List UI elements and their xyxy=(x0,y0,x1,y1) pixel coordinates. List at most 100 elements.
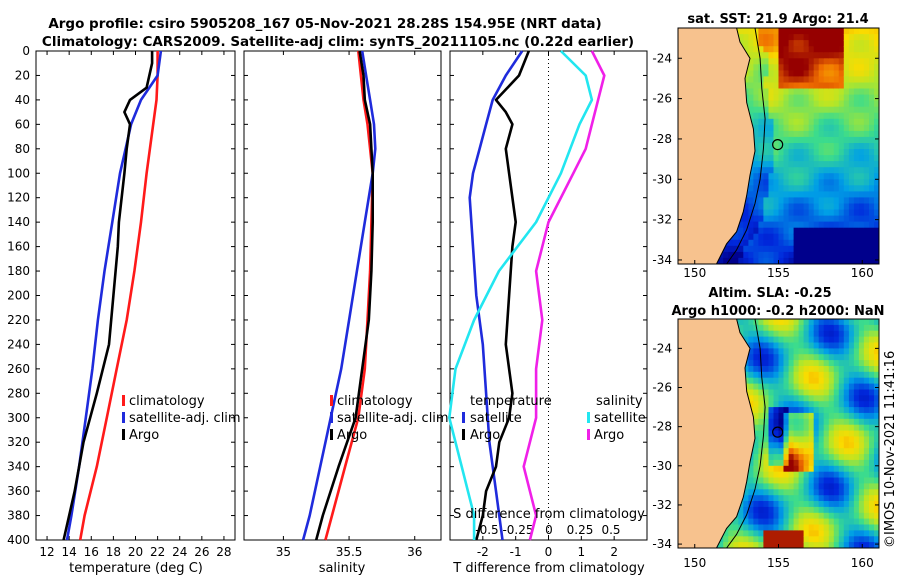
map-cell xyxy=(869,536,875,543)
series-s-satellite xyxy=(447,50,594,540)
map-cell xyxy=(828,118,835,126)
map-cell xyxy=(773,112,780,120)
map-cell xyxy=(838,506,845,514)
map-cell xyxy=(843,100,850,108)
map-cell xyxy=(853,173,860,180)
map-cell xyxy=(833,436,840,443)
map-cell xyxy=(773,471,780,479)
depth-tick-label: 280 xyxy=(7,386,30,400)
legend-label-t-argo: Argo xyxy=(470,428,500,443)
map-cell xyxy=(858,342,865,349)
map-cell xyxy=(828,179,835,186)
map-cell xyxy=(808,94,815,102)
map-cell xyxy=(813,185,820,192)
map-cell xyxy=(869,118,875,126)
map-cell xyxy=(874,371,879,379)
map-cell xyxy=(828,348,835,355)
map-cell xyxy=(773,360,780,367)
map-cell xyxy=(833,94,840,102)
map-cell xyxy=(803,319,810,326)
map-cell xyxy=(838,489,845,496)
map-cell xyxy=(858,330,865,338)
depth-tick-label: 380 xyxy=(7,509,30,523)
map-cell xyxy=(853,389,860,396)
map-cell xyxy=(813,46,820,53)
temperature-xlabel: temperature (deg C) xyxy=(69,561,203,576)
map-cell xyxy=(773,412,780,420)
map-cell xyxy=(843,28,850,35)
map-cell xyxy=(843,348,850,355)
map-cell xyxy=(778,512,785,520)
map-cell xyxy=(763,197,769,205)
map-cell xyxy=(869,167,875,174)
map-cell xyxy=(848,64,855,71)
map-cell xyxy=(748,495,754,502)
map-cell xyxy=(858,518,865,526)
map-cell xyxy=(798,395,805,402)
map-cell xyxy=(808,389,815,396)
map-cell xyxy=(869,424,875,432)
map-cell xyxy=(813,512,820,520)
map-cell xyxy=(843,94,850,102)
map-cell xyxy=(858,483,865,490)
map-cell xyxy=(823,82,830,90)
map-cell xyxy=(833,336,840,344)
map-cell xyxy=(753,245,759,253)
map-cell xyxy=(808,336,815,344)
map-cell xyxy=(748,203,754,211)
map-cell xyxy=(783,251,790,259)
map-cell xyxy=(763,454,769,461)
map-cell xyxy=(808,40,815,47)
map-cell xyxy=(763,167,769,174)
map-cell xyxy=(753,124,759,132)
map-cell xyxy=(833,524,840,531)
map-cell xyxy=(788,424,795,432)
map-cell xyxy=(818,459,825,467)
map-cell xyxy=(848,483,855,490)
map-cell xyxy=(758,489,764,496)
map-y-tick-label: -24 xyxy=(652,51,672,65)
map-cell xyxy=(733,530,739,537)
map-cell xyxy=(858,239,865,247)
map-cell xyxy=(783,366,790,373)
map-cell xyxy=(813,215,820,223)
map-cell xyxy=(763,34,769,41)
map-cell xyxy=(833,454,840,461)
map-cell xyxy=(823,324,830,332)
map-cell xyxy=(874,395,879,402)
map-cell xyxy=(823,348,830,355)
map-cell xyxy=(853,155,860,162)
map-cell xyxy=(793,239,800,247)
map-cell xyxy=(838,471,845,479)
map-cell xyxy=(869,130,875,138)
map-cell xyxy=(813,401,820,408)
map-cell xyxy=(803,191,810,199)
map-cell xyxy=(828,106,835,114)
map-cell xyxy=(828,371,835,379)
map-cell xyxy=(783,34,790,41)
map-cell xyxy=(818,524,825,531)
map-cell xyxy=(813,495,820,502)
map-cell xyxy=(833,512,840,520)
map-y-tick-label: -30 xyxy=(652,459,672,473)
map-cell xyxy=(753,76,759,84)
map-cell xyxy=(833,424,840,432)
depth-tick-label: 140 xyxy=(7,215,30,229)
map-cell xyxy=(853,245,860,253)
map-cell xyxy=(838,149,845,156)
map-cell xyxy=(833,542,840,548)
map-cell xyxy=(858,324,865,332)
map-cell xyxy=(773,209,780,217)
map-cell xyxy=(803,371,810,379)
map-cell xyxy=(748,401,754,408)
map-cell xyxy=(778,70,785,78)
x-tick-label: 0 xyxy=(545,545,553,559)
salinity-panel xyxy=(243,50,442,541)
map-cell xyxy=(869,197,875,205)
map-cell xyxy=(823,46,830,53)
map-cell xyxy=(813,360,820,367)
map-cell xyxy=(863,149,870,156)
map-cell xyxy=(838,412,845,420)
map-cell xyxy=(778,209,785,217)
map-cell xyxy=(813,489,820,496)
